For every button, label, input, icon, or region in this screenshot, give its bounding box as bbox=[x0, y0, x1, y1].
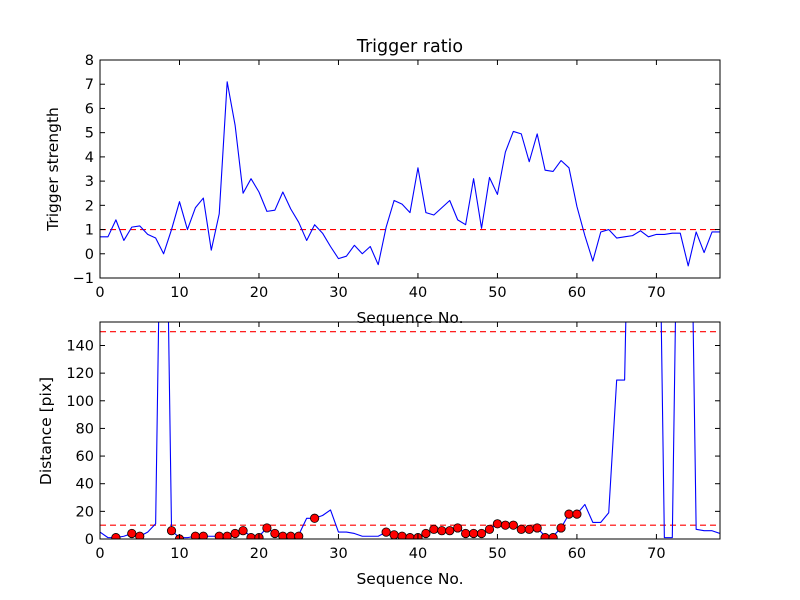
data-point-bottom-60 bbox=[572, 509, 582, 519]
axes-frame-top bbox=[99, 59, 721, 279]
x-axis-label-top: Sequence No. bbox=[356, 309, 463, 327]
data-point-bottom-44 bbox=[445, 526, 455, 536]
y-axis-label-bottom: Distance [pix] bbox=[37, 377, 55, 485]
y-tick-label-bottom-60: 60 bbox=[76, 449, 94, 465]
y-tick-label-bottom-40: 40 bbox=[76, 477, 94, 493]
y-tick-label-top-5: 5 bbox=[85, 126, 94, 142]
x-tick-label-top-70: 70 bbox=[647, 285, 665, 301]
data-point-bottom-4 bbox=[127, 528, 137, 539]
data-point-bottom-52 bbox=[508, 520, 518, 530]
data-point-bottom-58 bbox=[556, 523, 566, 533]
x-tick-label-bottom-50: 50 bbox=[488, 546, 506, 562]
x-tick-label-top-50: 50 bbox=[488, 285, 506, 301]
y-tick-label-bottom-120: 120 bbox=[66, 366, 94, 382]
series-line-top-0 bbox=[100, 81, 720, 267]
data-point-bottom-37 bbox=[389, 530, 399, 539]
data-point-bottom-46 bbox=[461, 528, 471, 539]
data-point-bottom-48 bbox=[476, 528, 487, 539]
axes-frame-bottom bbox=[99, 321, 721, 540]
y-tick-label-top-4: 4 bbox=[85, 150, 94, 166]
y-tick-label-top-6: 6 bbox=[85, 101, 94, 117]
data-point-bottom-42 bbox=[429, 524, 439, 534]
data-point-bottom-27 bbox=[310, 513, 320, 523]
x-tick-label-top-10: 10 bbox=[170, 285, 188, 301]
y-tick-label-top-7: 7 bbox=[85, 77, 94, 93]
y-tick-label-bottom-140: 140 bbox=[66, 338, 94, 354]
data-point-bottom-59 bbox=[564, 509, 574, 519]
x-tick-label-bottom-20: 20 bbox=[250, 546, 268, 562]
y-tick-label-top-0: 0 bbox=[85, 247, 94, 263]
data-point-bottom-49 bbox=[484, 524, 495, 534]
x-tick-label-bottom-40: 40 bbox=[409, 546, 427, 562]
data-point-bottom-53 bbox=[516, 524, 526, 534]
y-axis-label-top: Trigger strength bbox=[44, 107, 62, 232]
y-tick-label-bottom-20: 20 bbox=[76, 504, 94, 520]
data-point-bottom-57 bbox=[548, 533, 558, 539]
y-tick-label-top--1: −1 bbox=[73, 271, 94, 287]
x-tick-label-bottom-10: 10 bbox=[170, 546, 188, 562]
plot-area-top bbox=[100, 81, 720, 267]
y-tick-label-top-1: 1 bbox=[85, 223, 94, 239]
data-point-bottom-41 bbox=[421, 528, 431, 539]
data-point-bottom-39 bbox=[405, 533, 415, 539]
data-point-bottom-22 bbox=[270, 528, 280, 539]
y-tick-label-top-3: 3 bbox=[85, 174, 94, 190]
distance-panel: Sequence No. Distance [pix] 0 10 20 30 40 50 6… bbox=[37, 321, 721, 588]
x-tick-label-bottom-0: 0 bbox=[95, 546, 104, 562]
x-axis-label-bottom: Sequence No. bbox=[356, 570, 463, 588]
y-tick-label-bottom-0: 0 bbox=[85, 532, 94, 548]
data-point-bottom-25 bbox=[294, 531, 304, 539]
data-point-bottom-45 bbox=[453, 523, 463, 533]
y-tick-label-bottom-80: 80 bbox=[76, 421, 94, 437]
data-point-bottom-19 bbox=[246, 533, 256, 539]
data-point-bottom-54 bbox=[524, 524, 534, 534]
data-point-bottom-47 bbox=[468, 528, 479, 539]
data-point-bottom-36 bbox=[381, 527, 391, 537]
x-tick-label-bottom-60: 60 bbox=[568, 546, 586, 562]
data-point-bottom-13 bbox=[198, 531, 208, 539]
data-point-bottom-17 bbox=[230, 528, 240, 539]
data-point-bottom-2 bbox=[111, 533, 121, 539]
data-point-bottom-51 bbox=[500, 520, 510, 530]
data-point-bottom-50 bbox=[492, 519, 503, 529]
data-point-bottom-43 bbox=[437, 526, 447, 536]
y-tick-label-top-2: 2 bbox=[85, 198, 94, 214]
x-tick-label-top-0: 0 bbox=[95, 285, 104, 301]
data-point-bottom-5 bbox=[135, 531, 145, 539]
data-point-bottom-55 bbox=[532, 523, 542, 533]
data-point-bottom-21 bbox=[262, 523, 272, 533]
data-point-bottom-16 bbox=[222, 531, 232, 539]
chart-title: Trigger ratio bbox=[356, 37, 463, 57]
y-tick-label-bottom-100: 100 bbox=[66, 394, 94, 410]
y-tick-label-top-8: 8 bbox=[85, 53, 94, 69]
data-point-bottom-56 bbox=[540, 533, 550, 539]
trigger-ratio-panel: Trigger ratio Sequence No. Trigger stren… bbox=[44, 37, 721, 327]
data-point-bottom-18 bbox=[238, 526, 248, 536]
x-tick-label-top-60: 60 bbox=[568, 285, 586, 301]
x-tick-label-top-30: 30 bbox=[329, 285, 347, 301]
x-tick-label-bottom-30: 30 bbox=[329, 546, 347, 562]
x-tick-label-top-20: 20 bbox=[250, 285, 268, 301]
plot-area-bottom bbox=[100, 322, 720, 539]
x-tick-label-bottom-70: 70 bbox=[647, 546, 665, 562]
x-tick-label-top-40: 40 bbox=[409, 285, 427, 301]
data-point-bottom-9 bbox=[166, 526, 177, 536]
series-line-bottom-0 bbox=[100, 322, 720, 539]
